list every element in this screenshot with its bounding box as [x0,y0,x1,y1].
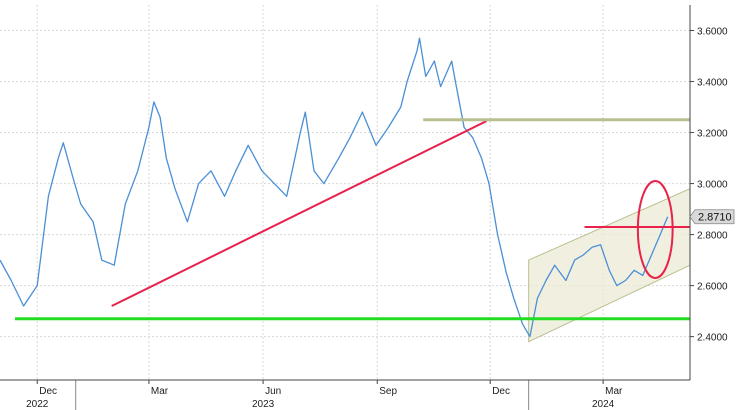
y-tick-label: 3.2000 [697,129,728,140]
y-tick-label: 2.8000 [697,231,728,242]
y-tick-label: 3.4000 [697,78,728,89]
highlight-circle [636,180,674,279]
x-year-label: 2023 [252,399,275,410]
last-value-label: 2.8710 [698,212,732,224]
x-month-label: Mar [151,386,169,397]
y-tick-label: 2.4000 [697,333,728,344]
last-value-badge [689,209,735,225]
overlay-layer [15,118,690,321]
price-series-line [0,37,669,338]
rising-trend-line [111,120,487,307]
x-year-label: 2022 [26,399,49,410]
axis-layer: 2.4000 2.6000 2.8000 3.0000 3.2000 3.4000 3.60… [0,5,735,410]
x-month-label: Dec [492,386,510,397]
x-month-label: Sep [379,386,397,397]
x-year-label: 2024 [592,399,615,410]
y-tick-label: 2.6000 [697,282,728,293]
x-month-label: Jun [265,386,281,397]
x-month-label: Mar [605,386,623,397]
series-layer [0,37,669,338]
y-tick-label: 3.0000 [697,180,728,191]
x-month-label: Dec [39,386,57,397]
y-tick-label: 3.6000 [697,27,728,38]
